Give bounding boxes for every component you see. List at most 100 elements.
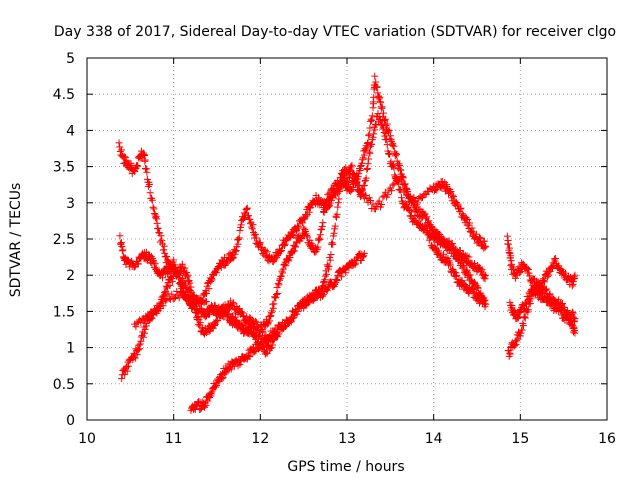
data-points [115, 72, 579, 414]
chart-title: Day 338 of 2017, Sidereal Day-to-day VTE… [54, 24, 616, 40]
data-point [366, 149, 374, 157]
data-point [236, 227, 244, 235]
data-point [141, 156, 149, 164]
data-point [232, 247, 240, 255]
x-tick-label: 13 [338, 431, 356, 447]
data-point [388, 141, 396, 149]
data-point [251, 230, 259, 238]
data-point [127, 159, 135, 167]
data-point [380, 109, 388, 117]
data-point [201, 290, 209, 298]
data-point [368, 117, 376, 125]
data-point [369, 100, 377, 108]
data-point [194, 320, 202, 328]
y-tick-label: 5 [66, 51, 75, 67]
data-point [390, 164, 398, 172]
data-point [474, 284, 482, 292]
y-axis-label: SDTVAR / TECUs [8, 183, 24, 298]
data-point [118, 146, 126, 154]
data-point [316, 231, 324, 239]
y-tick-label: 2 [66, 268, 75, 284]
data-point [270, 300, 278, 308]
data-point [465, 272, 473, 280]
data-point [116, 147, 124, 155]
data-point [152, 264, 160, 272]
grid [87, 58, 607, 420]
data-point [323, 261, 331, 269]
data-point [358, 156, 366, 164]
data-point [238, 217, 246, 225]
data-point [160, 242, 168, 250]
x-tick-label: 10 [78, 431, 96, 447]
data-point [386, 150, 394, 158]
data-point [368, 140, 376, 148]
data-point [131, 167, 139, 175]
data-point [157, 232, 165, 240]
data-point [363, 164, 371, 172]
x-tick-label: 15 [511, 431, 529, 447]
data-point [154, 224, 162, 232]
data-point [459, 263, 467, 271]
data-point [242, 206, 250, 214]
data-point [330, 229, 338, 237]
data-point [158, 236, 166, 244]
data-point [159, 274, 167, 282]
data-point [323, 270, 331, 278]
data-point [326, 256, 334, 264]
x-tick-label: 16 [598, 431, 616, 447]
data-point [134, 260, 142, 268]
y-tick-label: 2.5 [53, 232, 75, 248]
data-point [347, 163, 355, 171]
data-point [321, 272, 329, 280]
data-point [145, 180, 153, 188]
data-point [243, 204, 251, 212]
data-point [269, 341, 277, 349]
data-point [119, 246, 127, 254]
y-tick-label: 1.5 [53, 304, 75, 320]
data-point [266, 312, 274, 320]
data-point [397, 194, 405, 202]
data-point [325, 262, 333, 270]
data-point [328, 239, 336, 247]
y-tick-label: 3 [66, 196, 75, 212]
data-point [183, 273, 191, 281]
data-point [365, 132, 373, 140]
data-point [262, 349, 270, 357]
data-point [365, 155, 373, 163]
data-point [329, 240, 337, 248]
data-point [391, 171, 399, 179]
data-point [365, 130, 373, 138]
data-point [364, 160, 372, 168]
data-point [333, 210, 341, 218]
data-point [384, 150, 392, 158]
data-point [334, 203, 342, 211]
data-point [332, 212, 340, 220]
data-point [521, 313, 529, 321]
data-point [316, 235, 324, 243]
data-point [474, 284, 482, 292]
data-point [466, 271, 474, 279]
data-point [503, 232, 511, 240]
data-point [327, 251, 335, 259]
y-tick-label: 0 [66, 413, 75, 429]
data-point [199, 307, 207, 315]
data-point [133, 161, 141, 169]
data-point [363, 166, 371, 174]
data-point [471, 278, 479, 286]
data-point [115, 139, 123, 147]
data-point [151, 260, 159, 268]
data-point [348, 161, 356, 169]
data-point [463, 266, 471, 274]
data-point [118, 375, 126, 383]
y-tick-label: 4 [66, 123, 75, 139]
data-point [371, 72, 379, 80]
data-point [143, 168, 151, 176]
data-point [321, 276, 329, 284]
y-tick-label: 0.5 [53, 377, 75, 393]
x-axis-label: GPS time / hours [287, 459, 404, 475]
data-point [332, 213, 340, 221]
data-point [319, 219, 327, 227]
data-point [378, 104, 386, 112]
data-point [369, 133, 377, 141]
